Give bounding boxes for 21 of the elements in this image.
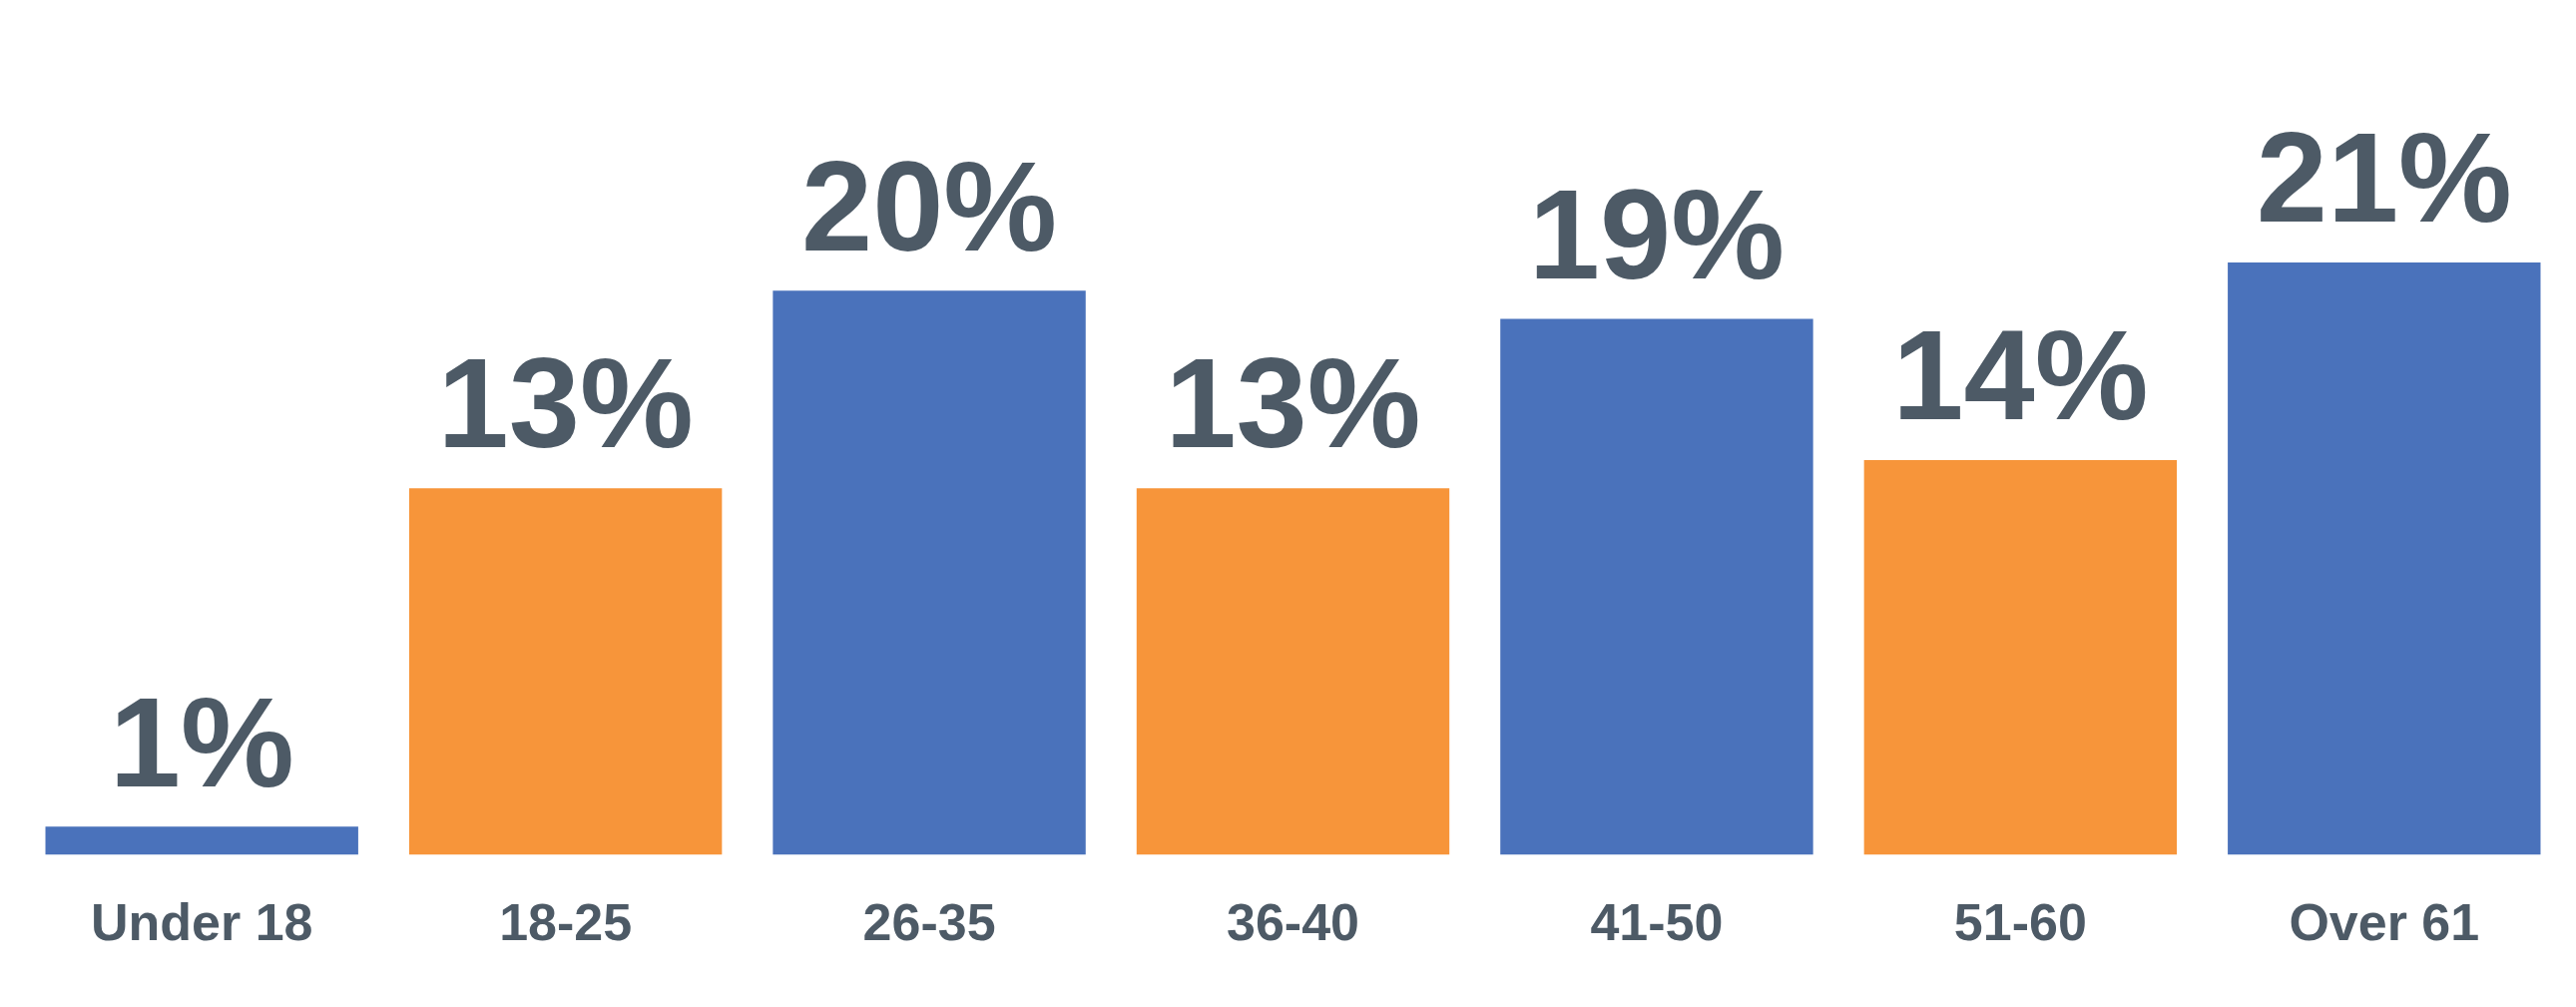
bar <box>408 488 723 855</box>
x-tick-label: Under 18 <box>90 893 313 952</box>
data-label: 1% <box>109 670 294 813</box>
data-label: 13% <box>1165 331 1421 475</box>
x-tick-label: 41-50 <box>1590 893 1724 952</box>
bar <box>45 826 358 855</box>
bar <box>1863 459 2178 855</box>
data-label: 20% <box>800 134 1058 277</box>
x-tick-label: 18-25 <box>499 893 633 952</box>
data-label: 21% <box>2256 106 2512 250</box>
bar <box>1136 488 1450 855</box>
x-tick-label: Over 61 <box>2289 893 2480 952</box>
x-tick-label: 26-35 <box>862 893 996 952</box>
data-label: 13% <box>437 331 694 475</box>
bar <box>1500 318 1813 855</box>
bar <box>773 290 1086 855</box>
data-label: 14% <box>1892 303 2149 447</box>
x-tick-label: 51-60 <box>1953 893 2087 952</box>
data-label: 19% <box>1528 162 1786 305</box>
bar <box>2228 262 2541 855</box>
x-tick-label: 36-40 <box>1227 893 1359 952</box>
